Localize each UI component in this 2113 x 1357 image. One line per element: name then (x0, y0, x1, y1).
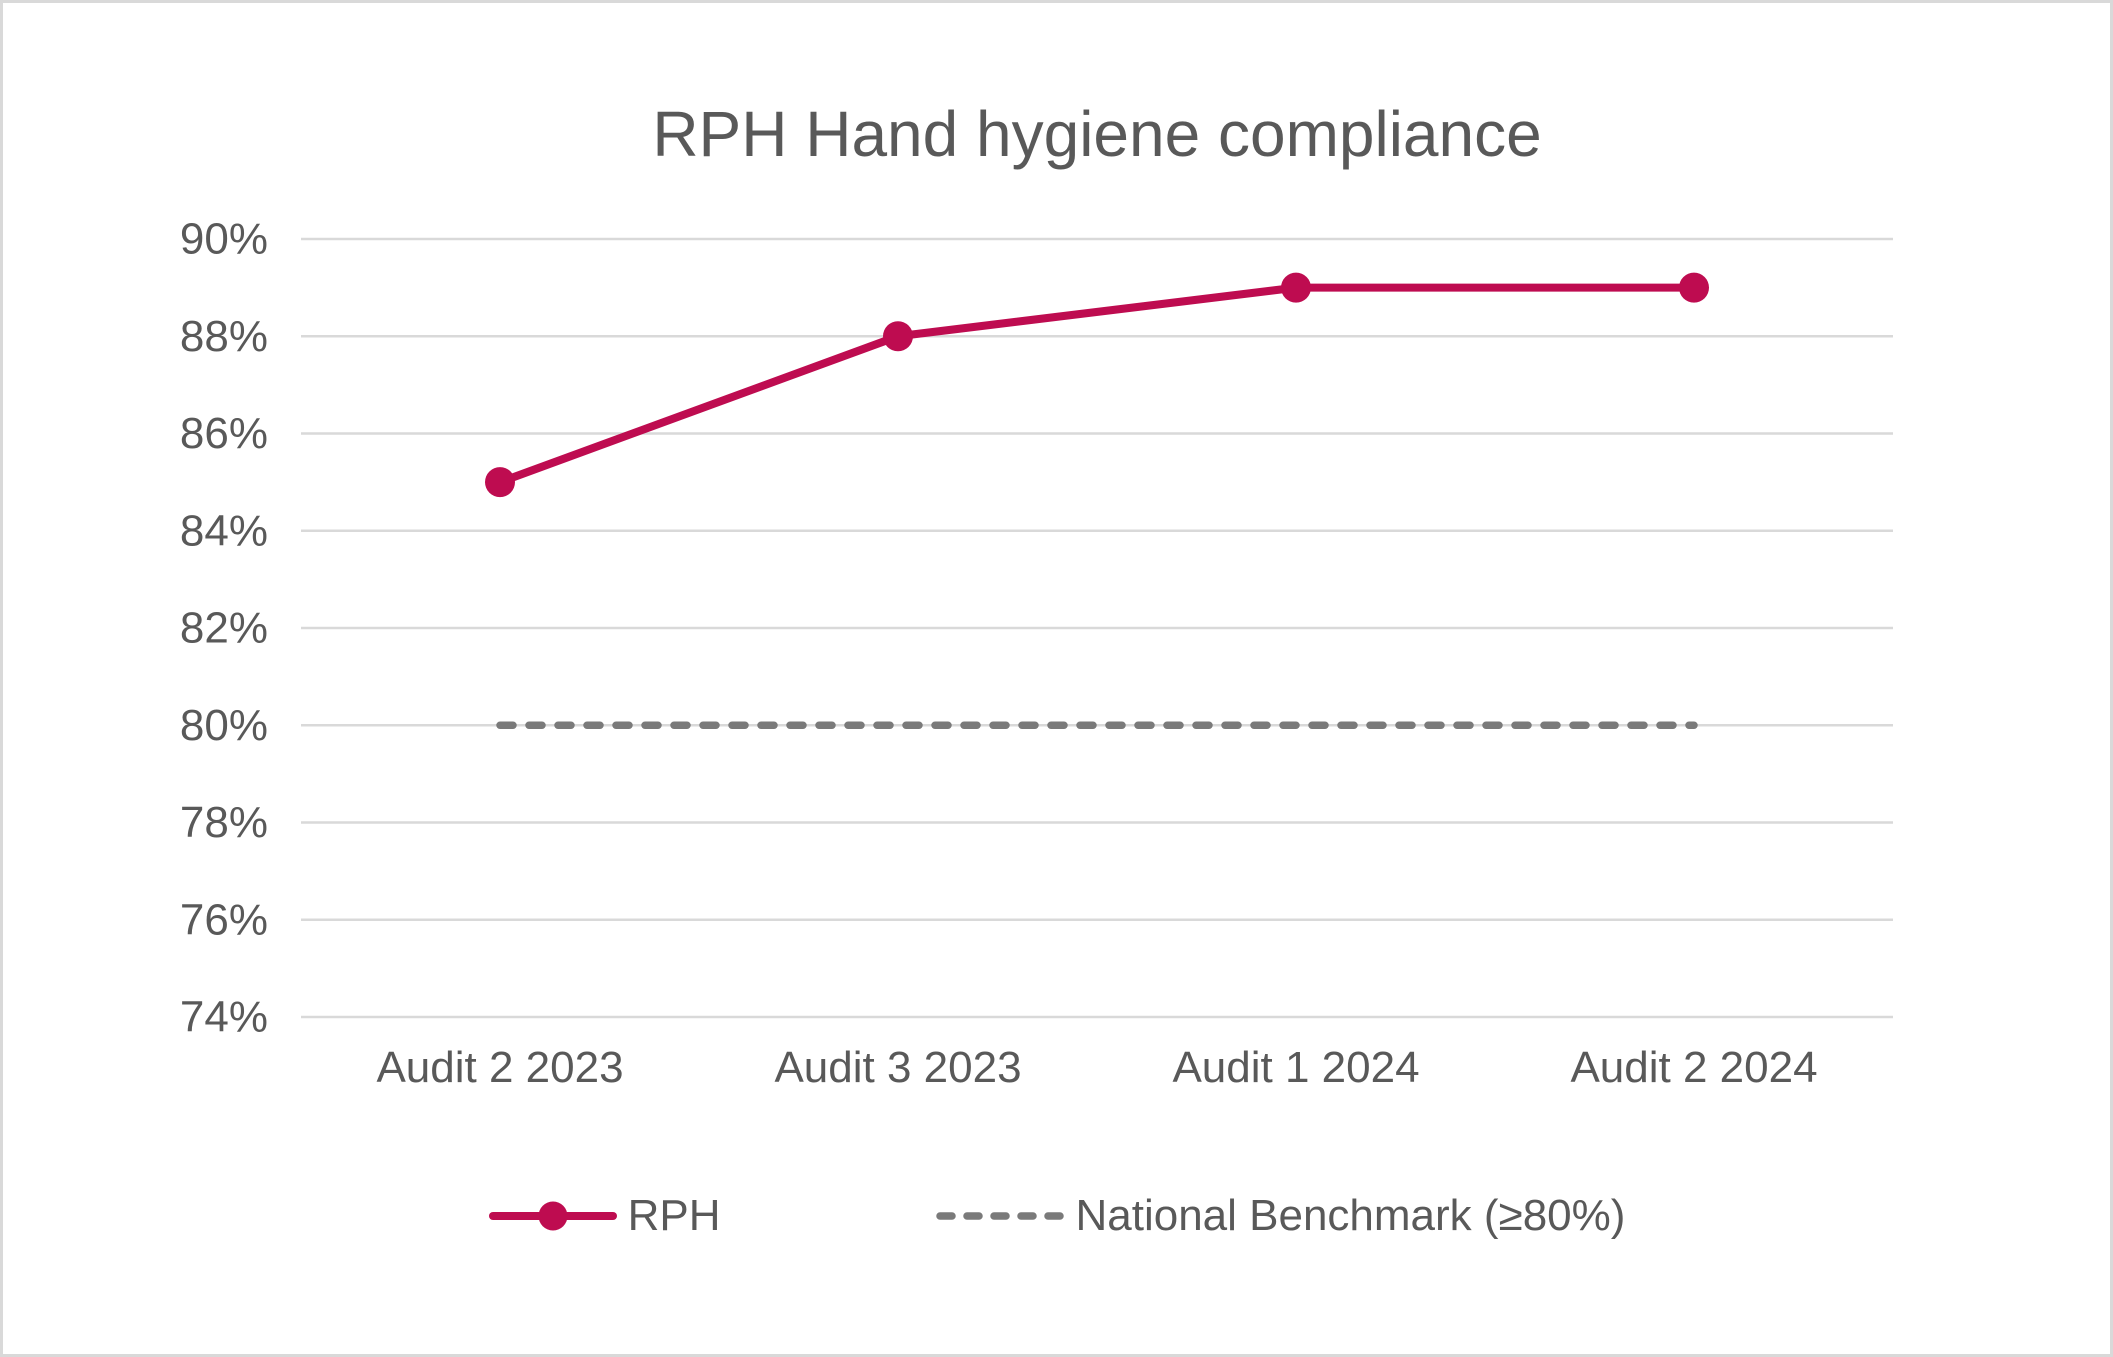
y-axis-tick-label: 82% (180, 604, 268, 653)
legend: RPH National Benchmark (≥80%) (3, 1191, 2110, 1241)
legend-label: National Benchmark (≥80%) (1075, 1191, 1626, 1240)
y-axis-tick-label: 86% (180, 409, 268, 458)
data-point-marker (883, 321, 913, 352)
legend-marker-dot (538, 1201, 568, 1231)
legend-line-swatch (488, 1201, 617, 1231)
x-axis-tick-label: Audit 2 2024 (1570, 1043, 1817, 1092)
x-axis-tick-label: Audit 3 2023 (774, 1043, 1021, 1092)
data-point-marker (485, 467, 515, 498)
chart-title: RPH Hand hygiene compliance (652, 98, 1541, 170)
data-point-marker (1679, 272, 1709, 303)
y-axis-tick-label: 80% (180, 701, 268, 750)
y-axis-tick-label: 74% (180, 993, 268, 1042)
x-axis-tick-label: Audit 2 2023 (376, 1043, 623, 1092)
y-axis-tick-label: 88% (180, 312, 268, 361)
y-axis-tick-label: 84% (180, 506, 268, 555)
series-line (496, 283, 1698, 487)
y-axis-tick-label: 76% (180, 895, 268, 944)
legend-dashed-line-swatch (936, 1212, 1065, 1220)
x-axis-tick-label: Audit 1 2024 (1172, 1043, 1419, 1092)
y-axis-tick-label: 78% (180, 798, 268, 847)
y-axis-tick-label: 90% (180, 215, 268, 264)
legend-item: RPH (488, 1191, 721, 1241)
legend-label: RPH (627, 1191, 721, 1240)
data-point-marker (1281, 272, 1311, 303)
line-chart: RPH Hand hygiene compliance 74% 76% 78% 80%… (180, 98, 1893, 1092)
legend-item: National Benchmark (≥80%) (935, 1191, 1625, 1241)
